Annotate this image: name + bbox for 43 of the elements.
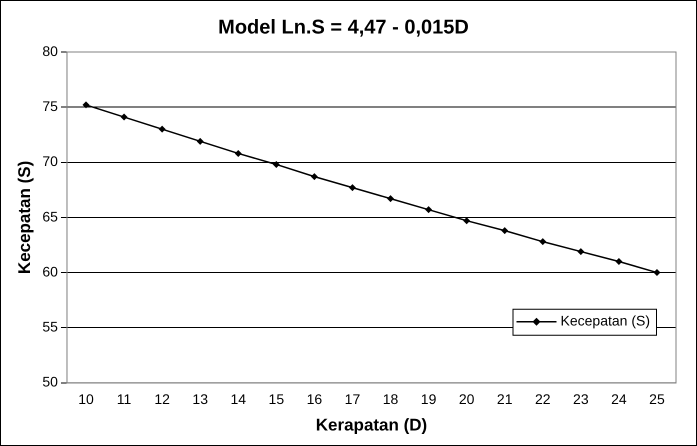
y-tick-label: 80 <box>42 42 58 59</box>
point <box>120 114 128 121</box>
x-tick-label: 11 <box>116 391 132 408</box>
x-tick-label: 18 <box>382 391 399 408</box>
point <box>158 126 166 133</box>
point <box>196 138 204 145</box>
x-tick-label: 13 <box>192 391 208 408</box>
point <box>82 101 90 108</box>
x-tick-label: 21 <box>496 391 513 408</box>
point <box>234 150 242 157</box>
y-axis-title: Kecepatan (S) <box>14 160 34 274</box>
x-tick-label: 22 <box>534 391 551 408</box>
point <box>387 195 394 202</box>
x-tick-label: 19 <box>420 391 437 408</box>
point <box>653 269 660 276</box>
y-tick-label: 55 <box>42 318 58 335</box>
chart-title: Model Ln.S = 4,47 - 0,015D <box>218 16 469 39</box>
x-tick-label: 16 <box>306 391 322 408</box>
y-tick-label: 70 <box>42 153 58 170</box>
y-tick-label: 60 <box>42 263 58 280</box>
y-tick-label: 50 <box>42 374 58 390</box>
legend-label: Kecepatan (S) <box>560 312 650 329</box>
point <box>501 227 508 234</box>
x-tick-label: 14 <box>230 391 246 408</box>
x-tick-label: 17 <box>344 391 360 408</box>
point <box>463 217 470 224</box>
x-tick-label: 20 <box>458 391 475 408</box>
x-tick-label: 10 <box>78 391 94 408</box>
y-tick-label: 65 <box>42 208 58 224</box>
x-axis-title: Kerapatan (D) <box>316 415 428 434</box>
point <box>272 160 280 168</box>
point <box>615 258 622 266</box>
x-tick-label: 15 <box>268 391 284 408</box>
point <box>539 238 546 246</box>
y-tick-label: 75 <box>42 98 58 114</box>
point <box>310 173 318 180</box>
point <box>577 248 584 256</box>
x-tick-label: 24 <box>611 391 627 408</box>
x-tick-label: 12 <box>154 391 170 408</box>
x-tick-label: 25 <box>649 391 665 408</box>
point <box>425 206 432 214</box>
point <box>348 184 356 192</box>
x-tick-label: 23 <box>573 391 589 408</box>
